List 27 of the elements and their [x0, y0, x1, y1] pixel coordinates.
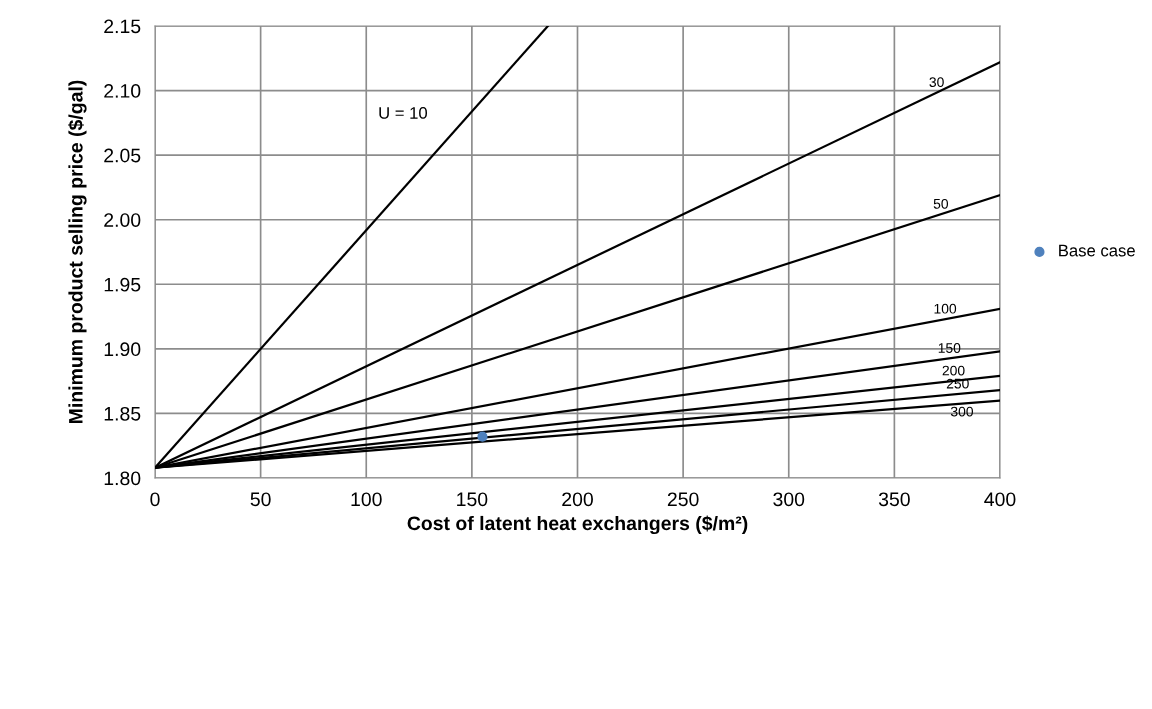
x-tick-label: 300 [773, 492, 805, 507]
y-tick-label: 2.05 [104, 148, 141, 163]
x-tick-label: 350 [878, 492, 910, 507]
series-label: 100 [934, 303, 957, 314]
x-tick-label: 100 [351, 492, 382, 507]
series-label: 200 [942, 365, 965, 376]
series-label: 300 [950, 406, 974, 417]
series-label: U = 10 [379, 107, 428, 119]
x-tick-label: 50 [250, 492, 271, 507]
y-tick-label: 2.10 [104, 84, 141, 98]
y-tick-label: 1.90 [104, 342, 141, 357]
y-tick-label: 2.00 [104, 213, 141, 227]
legend-label: Base case [1059, 244, 1135, 257]
x-tick-label: 200 [562, 492, 593, 507]
series-label: 30 [929, 77, 944, 88]
series-label: 150 [938, 343, 961, 353]
y-tick-label: 1.80 [104, 471, 141, 486]
y-tick-label: 2.15 [104, 19, 141, 34]
series-label: 50 [933, 198, 949, 209]
y-tick-label: 1.95 [104, 277, 141, 292]
x-tick-label: 0 [150, 492, 160, 507]
x-tick-label: 400 [984, 492, 1016, 507]
x-axis-title: Cost of latent heat exchangers ($/m²) [407, 515, 748, 535]
x-tick-label: 250 [667, 492, 699, 507]
x-tick-label: 150 [457, 492, 488, 507]
y-axis-title: Minimum product selling price ($/gal) [68, 80, 87, 424]
y-tick-label: 1.85 [104, 406, 141, 421]
